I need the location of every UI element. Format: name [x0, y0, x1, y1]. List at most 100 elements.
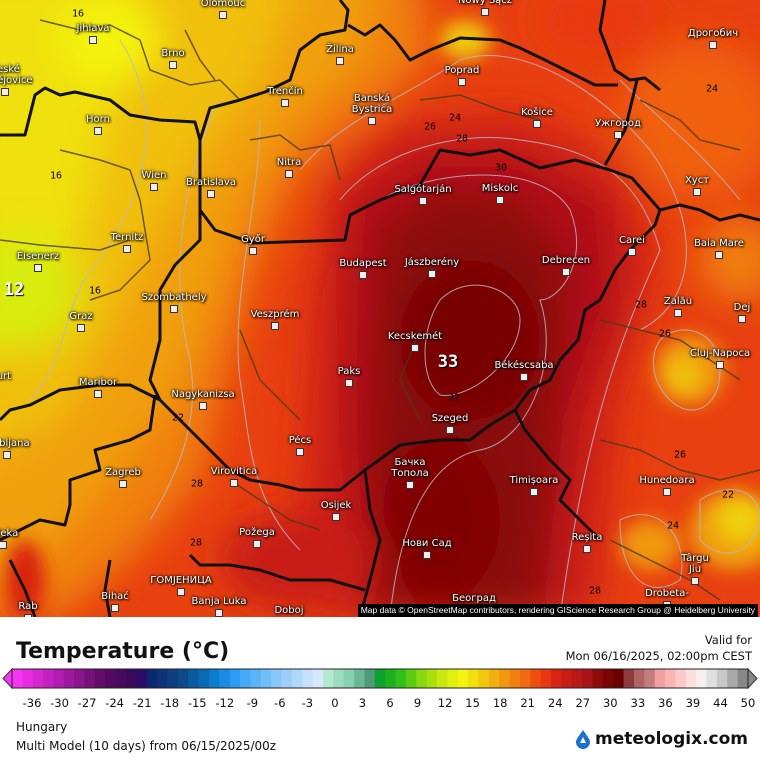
color-swatch [478, 669, 490, 688]
city-label: Jihlava [76, 23, 110, 34]
city-marker [458, 78, 466, 86]
scale-max-arrow [747, 668, 758, 690]
valid-for-label: Valid for [704, 633, 752, 647]
scale-tick-label: 15 [465, 696, 480, 710]
city-label: Hunedoara [639, 475, 695, 486]
color-swatch [727, 669, 739, 688]
color-swatch [716, 669, 728, 688]
color-swatch [32, 669, 44, 688]
color-swatch [146, 669, 158, 688]
contour-label: 22 [171, 412, 185, 424]
color-swatch [281, 669, 293, 688]
city-label: Нови Сад [402, 538, 452, 549]
model-info: Multi Model (10 days) from 06/15/2025/00… [16, 739, 277, 753]
contour-label: 33 [437, 352, 459, 372]
city-marker [94, 390, 102, 398]
city-label: Olomouc [200, 0, 246, 9]
city-label: Graz [69, 311, 93, 322]
color-swatch [374, 669, 386, 688]
color-swatch [623, 669, 635, 688]
map-attribution[interactable]: Map data © OpenStreetMap contributors, r… [357, 604, 758, 617]
color-swatch [74, 669, 86, 688]
city-label: Reșita [571, 532, 603, 543]
city-marker [89, 36, 97, 44]
city-label: Brno [161, 48, 185, 59]
city-label: Дрогобич [687, 28, 739, 39]
city-label: Ljubljana [0, 438, 30, 449]
contour-label: 16 [88, 285, 102, 297]
city-label: Miskolc [481, 183, 519, 194]
city-marker [428, 270, 436, 278]
color-swatch [488, 669, 500, 688]
city-label: Osijek [320, 500, 352, 511]
city-label: Drobeta- [645, 588, 689, 599]
contour-label: 30 [494, 162, 508, 174]
color-swatch [416, 669, 428, 688]
city-label: Wien [141, 170, 167, 181]
contour-label: 32 [447, 392, 461, 404]
city-label: Zalău [663, 296, 693, 307]
city-marker [170, 305, 178, 313]
contour-label: 22 [721, 489, 735, 501]
contour-label: 24 [666, 520, 680, 532]
city-label: Eisenerz [16, 251, 60, 262]
city-label: Žilina [326, 44, 354, 55]
city-label: ГОМЈЕНИЦА [150, 575, 212, 586]
city-marker [169, 61, 177, 69]
meteologix-logo[interactable]: meteologix.com [574, 729, 748, 749]
color-swatch [519, 669, 531, 688]
color-swatch [685, 669, 697, 688]
city-marker [583, 545, 591, 553]
color-swatch [333, 669, 345, 688]
scale-tick-label: -36 [22, 696, 42, 710]
color-swatch [561, 669, 573, 688]
color-swatch [105, 669, 117, 688]
contour-label: 26 [673, 449, 687, 461]
city-marker [520, 373, 528, 381]
city-label: Rijeka [0, 528, 19, 539]
city-marker [716, 361, 724, 369]
color-swatch [84, 669, 96, 688]
scale-tick-label: -12 [215, 696, 235, 710]
city-marker [77, 324, 85, 332]
color-swatch [509, 669, 521, 688]
city-marker [215, 609, 223, 617]
city-marker [219, 11, 227, 19]
city-marker [249, 247, 257, 255]
city-marker [628, 248, 636, 256]
city-marker [406, 481, 414, 489]
city-marker [296, 448, 304, 456]
scale-tick-label: 18 [492, 696, 508, 710]
city-label: Cluj-Napoca [689, 348, 751, 359]
city-label: Zagreb [105, 467, 141, 478]
color-swatch [551, 669, 562, 688]
scale-tick-label: -24 [105, 696, 125, 710]
color-swatch [63, 669, 75, 688]
color-swatch [437, 669, 448, 688]
city-marker [332, 513, 340, 521]
color-swatch [395, 669, 407, 688]
contour-label: 28 [588, 585, 602, 597]
city-marker [715, 251, 723, 259]
scale-tick-label: 44 [713, 696, 728, 710]
city-marker [359, 271, 367, 279]
scale-tick-label: -18 [160, 696, 180, 710]
city-marker [177, 588, 185, 596]
city-marker [336, 57, 344, 65]
color-swatch [126, 669, 137, 688]
city-marker [663, 488, 671, 496]
color-swatch [302, 669, 314, 688]
city-label: Jászberény [404, 257, 460, 268]
city-marker [533, 120, 541, 128]
city-label: Bihać [101, 591, 129, 602]
scale-tick-label: 39 [685, 696, 701, 710]
city-marker [199, 402, 207, 410]
color-swatch [540, 669, 552, 688]
scale-tick-label: -9 [246, 696, 259, 710]
scale-tick-label: -21 [132, 696, 152, 710]
city-marker [111, 604, 119, 612]
temperature-map[interactable]: Olomouc Nowy Sącz Jihlava Brno Žilina Poprad Д… [0, 0, 760, 617]
city-label: Ternitz [110, 232, 144, 243]
contour-label: 28 [634, 299, 648, 311]
city-label: Ужгород [595, 118, 641, 129]
